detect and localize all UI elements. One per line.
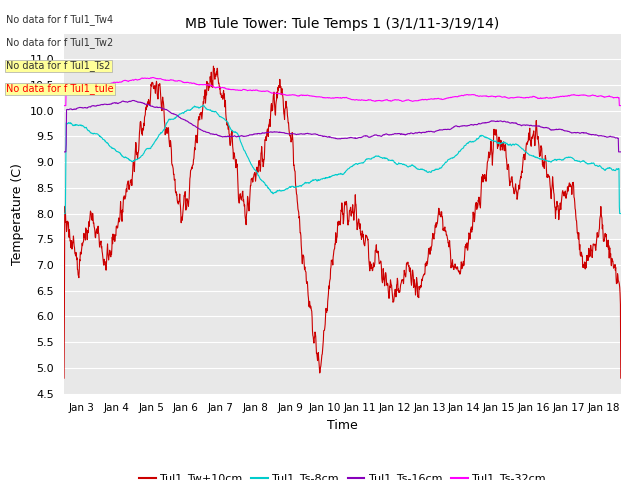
Tul1_Ts-16cm (317, 133, 325, 139)
Tul1_Ts-32cm (610, 95, 618, 100)
Title: MB Tule Tower: Tule Temps 1 (3/1/11-3/19/14): MB Tule Tower: Tule Temps 1 (3/1/11-3/19… (185, 17, 500, 31)
Tul1_Ts-8cm (317, 176, 325, 182)
Tul1_Ts-16cm (129, 97, 137, 103)
Tul1_Ts-8cm (556, 156, 563, 162)
Text: No data for f Tul1_Tw2: No data for f Tul1_Tw2 (6, 37, 114, 48)
Tul1_Ts-8cm (200, 102, 207, 108)
Text: No data for f Tul1_Ts2: No data for f Tul1_Ts2 (6, 60, 111, 72)
Line: Tul1_Ts-16cm: Tul1_Ts-16cm (64, 100, 621, 152)
Line: Tul1_Ts-32cm: Tul1_Ts-32cm (64, 77, 621, 106)
Tul1_Ts-32cm (147, 75, 155, 81)
Text: No data for f Tul1_tule: No data for f Tul1_tule (6, 84, 114, 95)
Line: Tul1_Ts-8cm: Tul1_Ts-8cm (64, 105, 621, 214)
Tul1_Tw+10cm (60, 375, 68, 381)
Tul1_Ts-8cm (328, 173, 336, 179)
Tul1_Ts-8cm (474, 136, 482, 142)
Tul1_Tw+10cm (328, 259, 336, 264)
Tul1_Tw+10cm (474, 203, 482, 208)
Tul1_Ts-8cm (617, 211, 625, 216)
Tul1_Ts-32cm (556, 94, 563, 100)
Tul1_Ts-8cm (147, 144, 155, 150)
Tul1_Tw+10cm (210, 63, 218, 69)
Tul1_Ts-32cm (617, 103, 625, 108)
Legend: Tul1_Tw+10cm, Tul1_Ts-8cm, Tul1_Ts-16cm, Tul1_Ts-32cm: Tul1_Tw+10cm, Tul1_Ts-8cm, Tul1_Ts-16cm,… (134, 469, 550, 480)
Tul1_Ts-16cm (148, 103, 156, 109)
Text: No data for f Tul1_Tw4: No data for f Tul1_Tw4 (6, 14, 113, 25)
Tul1_Ts-16cm (556, 126, 563, 132)
Tul1_Ts-16cm (328, 135, 336, 141)
Tul1_Ts-32cm (149, 74, 157, 80)
Tul1_Ts-32cm (317, 94, 325, 100)
Tul1_Tw+10cm (556, 207, 563, 213)
Tul1_Ts-32cm (60, 103, 68, 108)
Tul1_Ts-16cm (617, 149, 625, 155)
Line: Tul1_Tw+10cm: Tul1_Tw+10cm (64, 66, 621, 378)
Tul1_Ts-16cm (610, 134, 618, 140)
Tul1_Ts-32cm (474, 93, 482, 99)
Y-axis label: Temperature (C): Temperature (C) (11, 163, 24, 264)
Tul1_Tw+10cm (610, 264, 618, 269)
Tul1_Ts-32cm (328, 95, 336, 101)
Tul1_Ts-8cm (60, 211, 68, 216)
Tul1_Tw+10cm (317, 356, 325, 362)
Tul1_Tw+10cm (147, 81, 155, 87)
Tul1_Ts-16cm (474, 121, 482, 127)
Tul1_Tw+10cm (617, 375, 625, 381)
Tul1_Ts-8cm (610, 168, 618, 173)
X-axis label: Time: Time (327, 419, 358, 432)
Tul1_Ts-16cm (60, 149, 68, 155)
